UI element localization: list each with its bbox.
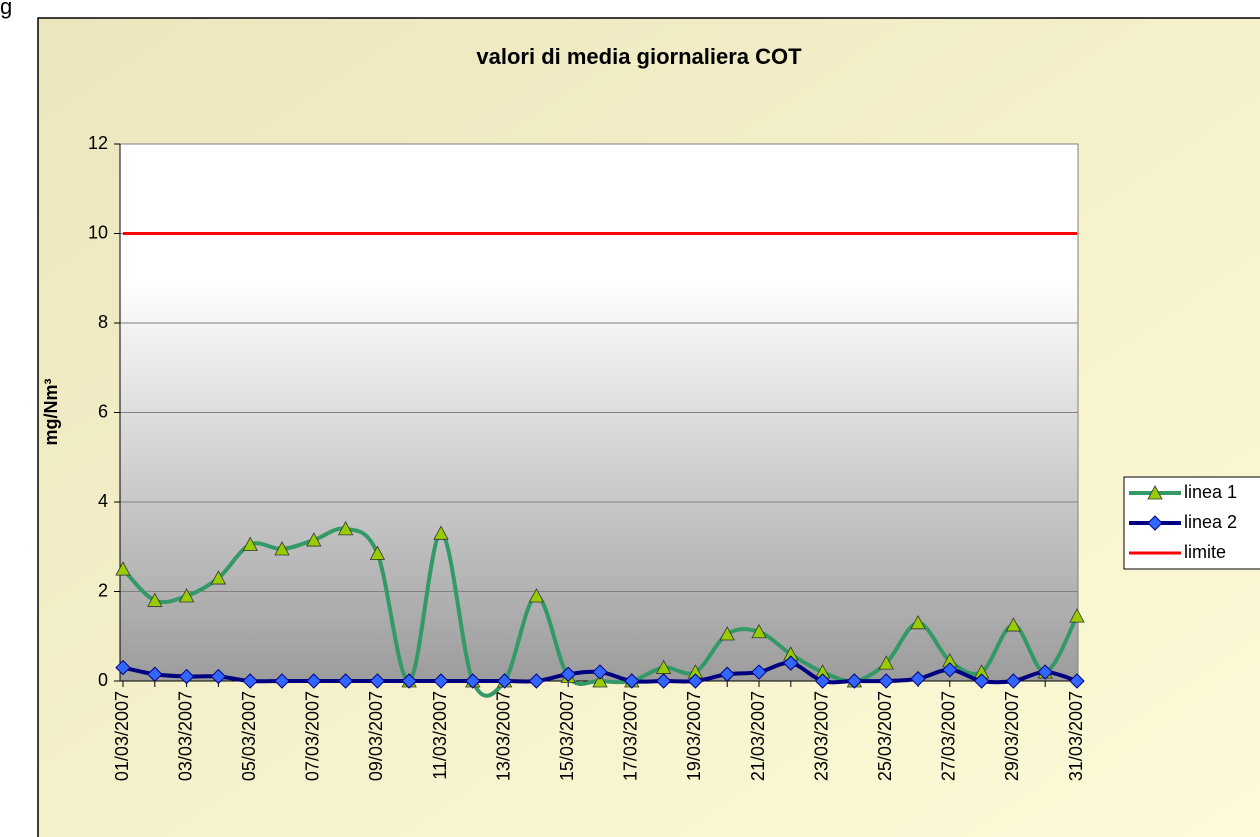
- marker: [878, 655, 894, 670]
- y-tick-label: 6: [98, 401, 108, 421]
- y-tick-label: 12: [88, 133, 108, 153]
- marker: [814, 673, 831, 689]
- marker: [178, 588, 195, 603]
- x-tick-label: 09/03/2007: [366, 691, 386, 781]
- marker: [719, 626, 735, 641]
- marker: [115, 561, 131, 576]
- marker: [337, 673, 354, 689]
- x-tick-label: 27/03/2007: [939, 691, 959, 781]
- marker: [1069, 608, 1085, 623]
- marker: [624, 673, 640, 689]
- y-axis-label: mg/Nm³: [41, 378, 61, 445]
- x-tick-label: 19/03/2007: [684, 691, 704, 781]
- x-tick-label: 29/03/2007: [1002, 691, 1022, 781]
- y-tick-label: 8: [98, 312, 108, 332]
- marker: [274, 673, 290, 689]
- marker: [369, 545, 386, 560]
- x-tick-label: 01/03/2007: [112, 691, 132, 781]
- x-tick-label: 23/03/2007: [811, 691, 831, 781]
- marker: [846, 673, 863, 689]
- marker: [496, 673, 513, 689]
- marker: [1005, 673, 1022, 689]
- y-tick-label: 0: [98, 670, 108, 690]
- marker: [878, 673, 894, 689]
- marker: [210, 570, 227, 585]
- legend-label: linea 1: [1184, 482, 1237, 502]
- marker: [528, 588, 545, 603]
- marker: [592, 673, 608, 688]
- chart-title: valori di media giornaliera COT: [476, 44, 802, 69]
- marker: [147, 666, 163, 682]
- marker: [687, 673, 704, 689]
- marker: [369, 673, 386, 689]
- legend-marker: [1147, 515, 1163, 531]
- marker: [592, 664, 608, 680]
- marker: [783, 655, 799, 671]
- marker: [910, 671, 926, 687]
- marker: [1037, 664, 1053, 680]
- y-tick-label: 4: [98, 491, 108, 511]
- marker: [973, 673, 990, 689]
- marker: [751, 623, 767, 639]
- marker: [1005, 617, 1022, 632]
- marker: [528, 673, 545, 689]
- x-tick-label: 11/03/2007: [430, 691, 450, 780]
- marker: [433, 673, 449, 689]
- x-tick-label: 21/03/2007: [748, 691, 768, 781]
- marker: [178, 668, 195, 685]
- legend-marker: [1147, 485, 1163, 500]
- x-tick-label: 13/03/2007: [493, 691, 513, 781]
- marker: [210, 668, 227, 685]
- marker: [306, 673, 322, 689]
- y-tick-label: 2: [98, 580, 108, 600]
- x-tick-label: 03/03/2007: [175, 691, 195, 781]
- marker: [147, 592, 163, 607]
- fragment-text: g: [0, 0, 12, 19]
- x-tick-label: 15/03/2007: [557, 691, 577, 781]
- marker: [242, 673, 258, 689]
- marker: [719, 666, 735, 682]
- marker: [242, 536, 258, 551]
- marker: [655, 673, 672, 689]
- marker: [433, 525, 449, 540]
- x-tick-label: 17/03/2007: [621, 691, 641, 781]
- marker: [274, 541, 290, 556]
- x-tick-label: 31/03/2007: [1066, 691, 1086, 781]
- marker: [560, 666, 576, 682]
- x-tick-label: 07/03/2007: [303, 691, 323, 781]
- legend-label: limite: [1184, 542, 1226, 562]
- marker: [942, 662, 958, 678]
- x-tick-label: 05/03/2007: [239, 691, 259, 781]
- legend: linea 1 linea 2 limite: [1123, 476, 1260, 570]
- marker: [337, 521, 354, 536]
- marker: [1069, 673, 1085, 689]
- x-tick-label: 25/03/2007: [875, 691, 895, 781]
- legend-label: linea 2: [1184, 512, 1237, 532]
- marker: [465, 673, 481, 689]
- marker: [751, 664, 767, 680]
- marker: [306, 532, 322, 547]
- marker: [115, 659, 131, 676]
- marker: [910, 614, 926, 630]
- y-tick-label: 10: [88, 222, 108, 242]
- marker: [401, 673, 417, 689]
